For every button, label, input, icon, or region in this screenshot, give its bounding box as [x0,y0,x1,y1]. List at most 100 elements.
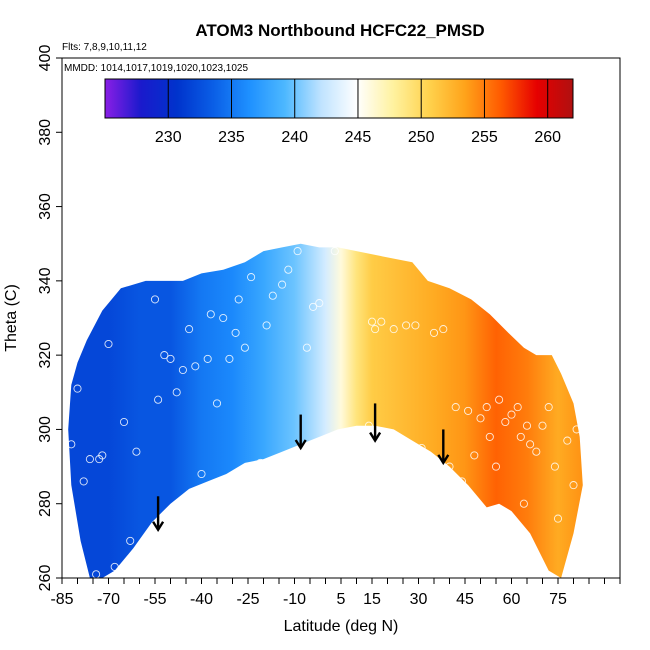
sample-point [185,325,194,334]
sample-point [383,440,392,449]
colorbar-tick-label: 250 [408,129,435,146]
sample-point [150,295,160,304]
x-tick-label: -25 [236,591,259,608]
sample-point [73,384,82,393]
sample-point [476,414,485,423]
flights-label: Flts: 7,8,9,10,11,12 [62,42,147,53]
arrow-marker [437,429,450,466]
sample-point [98,451,107,460]
sample-point [485,432,494,441]
x-tick-label: 15 [363,591,381,608]
x-tick-label: 5 [337,591,346,608]
sample-points [67,247,581,578]
sample-point [178,365,187,375]
sample-point [132,447,141,456]
sample-point [402,321,411,330]
y-axis-label: Theta (C) [3,284,20,352]
arrow-marker [369,403,382,443]
y-tick-label: 380 [37,119,54,146]
sample-point [544,403,553,412]
sample-point [569,481,578,490]
sample-point [234,295,243,304]
y-tick-label: 400 [37,45,54,72]
heatmap-field [68,243,583,578]
sample-point [247,273,256,282]
sample-point [212,399,222,408]
colorbar-tick-label: 245 [345,129,372,146]
colorbar-tick-label: 230 [155,129,182,146]
sample-point [268,291,277,300]
x-tick-label: -55 [143,591,166,608]
sample-point [256,458,265,467]
sample-point [321,436,330,445]
sample-point [377,317,386,326]
sample-point [104,339,113,349]
sample-point [367,317,377,326]
x-tick-label: 60 [503,591,521,608]
x-tick-label: -10 [283,591,306,608]
y-tick-label: 300 [37,416,54,443]
sample-point [532,447,541,456]
sample-point [284,265,293,274]
sample-point [470,451,479,460]
sample-point [526,440,535,449]
sample-point [491,462,501,471]
sample-point [371,325,380,334]
sample-point [315,299,324,308]
x-tick-label: -40 [190,591,213,608]
arrow-marker [294,414,307,451]
sample-point [417,443,426,453]
x-tick-label: -70 [97,591,120,608]
sample-point [240,343,249,352]
y-tick-label: 320 [37,342,54,369]
x-axis-label: Latitude (deg N) [284,618,399,635]
colorbar-tick-label: 260 [534,129,561,146]
y-axis: 260 280 300 320 340 360 380 400 [37,45,62,591]
sample-point [482,403,491,412]
arrow-marker [152,496,165,532]
colorbar-tick-label: 240 [281,129,308,146]
sample-point [85,455,94,464]
sample-point [154,395,163,404]
y-tick-label: 340 [37,267,54,294]
sample-point [495,395,504,404]
sample-point [389,325,398,334]
sample-point [538,421,547,430]
heatmap-region [68,243,583,578]
x-tick-label: 30 [410,591,428,608]
sample-point [219,313,228,323]
sample-point [166,354,175,363]
dates-label: MMDD: 1014,1017,1019,1020,1023,1025 [64,63,248,74]
sample-point [197,469,206,479]
colorbar: 230 235 240 245 250 255 260 [104,78,574,146]
sample-point [126,536,135,545]
sample-point [309,302,318,311]
sample-point [550,462,559,471]
sample-point [507,410,516,419]
sample-point [67,440,76,449]
sample-point [119,417,129,427]
sample-point [293,247,302,256]
sample-point [160,351,169,360]
sample-point [278,280,287,289]
x-tick-label: -85 [50,591,73,608]
sample-point [411,321,420,330]
sample-point [191,362,200,371]
arrow-markers [152,403,450,532]
sample-point [439,325,448,334]
sample-point [110,562,119,571]
x-tick-label: 75 [549,591,567,608]
sample-point [172,388,181,397]
sample-point [464,406,473,415]
sample-point [231,328,240,337]
sample-point [364,421,373,430]
sample-point [206,310,215,319]
sample-point [79,477,88,486]
sample-point [519,499,528,508]
colorbar-tick-label: 235 [218,129,245,146]
sample-point [429,328,439,337]
y-tick-label: 280 [37,490,54,517]
sample-point [457,477,466,486]
sample-point [302,343,311,352]
